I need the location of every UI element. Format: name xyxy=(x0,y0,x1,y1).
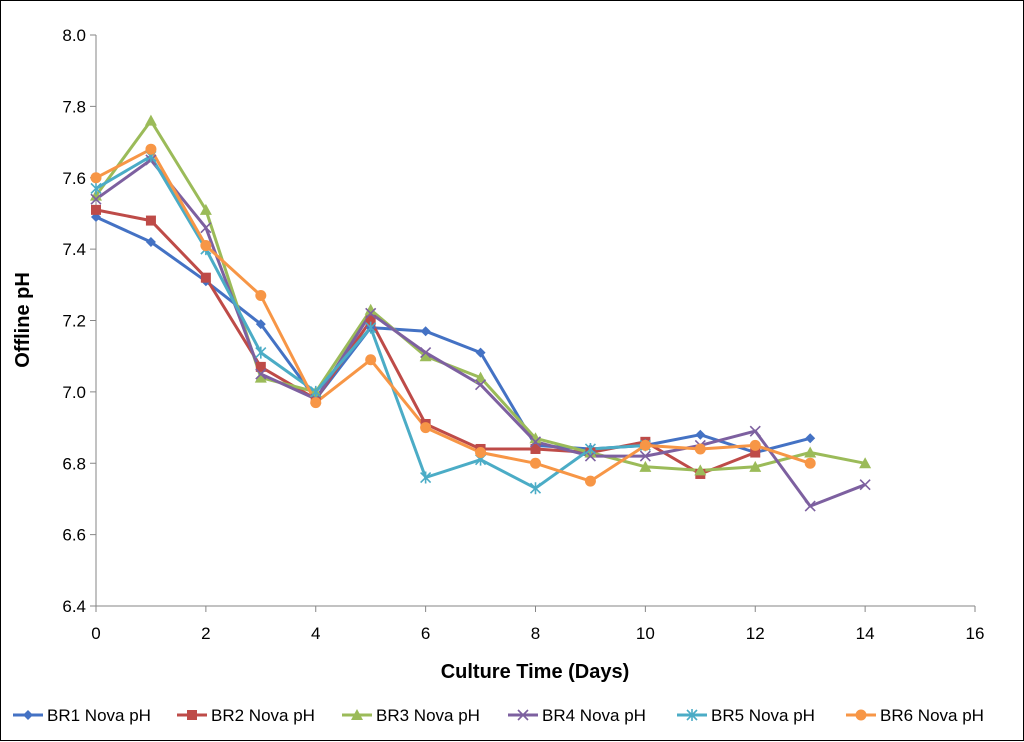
y-tick-label: 7.8 xyxy=(62,97,86,116)
data-point-br3 xyxy=(859,457,872,469)
data-point-br3 xyxy=(639,460,652,472)
series-markers xyxy=(90,114,872,512)
data-point-br3 xyxy=(749,460,762,472)
data-point-br6 xyxy=(530,457,541,469)
data-point-br4 xyxy=(859,479,871,491)
series-line-br6 xyxy=(95,147,811,483)
data-point-br4 xyxy=(420,347,432,359)
data-point-br2 xyxy=(145,215,156,226)
legend-marker-br1 xyxy=(23,710,33,720)
y-tick-label: 6.6 xyxy=(62,526,86,545)
series-line-br3 xyxy=(94,119,866,472)
y-tick-label: 6.8 xyxy=(62,454,86,473)
legend-marker-br2 xyxy=(187,710,197,720)
data-point-br2 xyxy=(750,447,761,458)
data-point-br4 xyxy=(639,450,651,462)
data-point-br1 xyxy=(420,326,431,337)
data-point-br6 xyxy=(145,143,157,155)
y-axis-title: Offline pH xyxy=(12,272,34,368)
legend-label-br6: BR6 Nova pH xyxy=(880,706,984,725)
data-point-br6 xyxy=(255,290,267,302)
data-point-br6 xyxy=(90,172,102,184)
data-point-br6 xyxy=(639,439,651,451)
legend-marker-br6 xyxy=(855,709,867,721)
data-point-br2 xyxy=(200,272,211,283)
data-point-br6 xyxy=(804,457,816,469)
legend-marker-br3 xyxy=(351,709,363,720)
data-point-br1 xyxy=(805,433,816,444)
data-point-br4 xyxy=(255,368,267,380)
data-point-br6 xyxy=(420,422,432,434)
data-point-br4 xyxy=(529,436,542,448)
y-tick-label: 7.4 xyxy=(62,240,86,259)
legend-label-br3: BR3 Nova pH xyxy=(376,706,480,725)
data-point-br3 xyxy=(694,464,707,476)
data-point-br5 xyxy=(255,346,267,359)
data-point-br4 xyxy=(200,222,212,234)
data-point-br1 xyxy=(255,319,266,330)
data-point-br1 xyxy=(695,429,706,440)
data-point-br4 xyxy=(749,425,761,437)
data-point-br6 xyxy=(365,354,377,366)
data-point-br6 xyxy=(584,475,596,487)
legend: BR1 Nova pH BR2 Nova pH BR3 Nova pH BR4 Nov… xyxy=(13,706,984,725)
data-point-br5 xyxy=(529,482,542,495)
x-tick-label: 10 xyxy=(636,624,655,643)
data-point-br2 xyxy=(365,315,376,326)
data-point-br6 xyxy=(310,397,322,409)
x-tick-label: 2 xyxy=(201,624,210,643)
data-point-br1 xyxy=(145,236,156,247)
x-tick-label: 4 xyxy=(311,624,320,643)
data-point-br2 xyxy=(255,361,266,372)
legend-label-br2: BR2 Nova pH xyxy=(211,706,315,725)
data-point-br5 xyxy=(420,471,432,484)
y-tick-label: 8.0 xyxy=(62,26,86,45)
y-tick-label: 7.2 xyxy=(62,312,86,331)
data-point-br6 xyxy=(475,447,487,459)
data-point-br3 xyxy=(90,189,102,201)
series-line-br1 xyxy=(95,215,811,454)
data-point-br3 xyxy=(419,350,432,362)
data-point-br3 xyxy=(364,303,377,315)
data-point-br5 xyxy=(365,321,377,334)
data-point-br3 xyxy=(474,371,487,383)
data-point-br3 xyxy=(529,432,542,444)
x-tick-label: 6 xyxy=(421,624,430,643)
data-point-br1 xyxy=(475,347,486,358)
legend-label-br1: BR1 Nova pH xyxy=(47,706,151,725)
data-point-br4 xyxy=(804,500,816,512)
data-point-br5 xyxy=(584,442,597,455)
x-tick-label: 14 xyxy=(856,624,875,643)
data-point-br5 xyxy=(310,385,322,398)
x-tick-label: 8 xyxy=(531,624,540,643)
data-point-br3 xyxy=(254,371,267,383)
legend-label-br5: BR5 Nova pH xyxy=(711,706,815,725)
data-point-br4 xyxy=(90,193,102,205)
legend-marker-br5 xyxy=(686,709,698,721)
data-point-br6 xyxy=(749,439,761,451)
data-point-br3 xyxy=(199,203,212,215)
data-point-br6 xyxy=(200,240,212,252)
x-axis-title: Culture Time (Days) xyxy=(441,661,630,683)
data-point-br4 xyxy=(474,379,487,391)
x-tick-label: 0 xyxy=(91,624,100,643)
y-tick-label: 7.0 xyxy=(62,383,86,402)
x-tick-label: 16 xyxy=(966,624,985,643)
axes: 6.4 6.6 6.8 7.0 7.2 7.4 7.6 7.8 8.0 0 2 4 6 8 10 12 14 16 xyxy=(62,26,984,643)
legend-marker-br4 xyxy=(517,709,529,721)
series-line-br2 xyxy=(95,208,756,476)
data-point-br3 xyxy=(144,114,157,126)
x-tick-label: 12 xyxy=(746,624,765,643)
data-point-br2 xyxy=(91,204,101,215)
data-point-br5 xyxy=(90,182,102,195)
legend-label-br4: BR4 Nova pH xyxy=(542,706,646,725)
data-point-br6 xyxy=(694,443,706,455)
data-point-br2 xyxy=(530,443,541,454)
y-tick-label: 7.6 xyxy=(62,169,86,188)
data-point-br3 xyxy=(804,446,817,458)
y-tick-label: 6.4 xyxy=(62,597,86,616)
data-point-br4 xyxy=(365,307,377,319)
